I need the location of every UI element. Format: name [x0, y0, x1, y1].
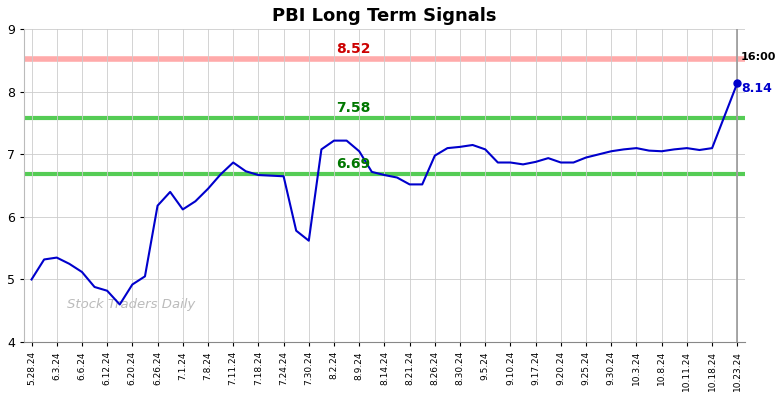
Text: Stock Traders Daily: Stock Traders Daily — [67, 298, 195, 311]
Text: 8.52: 8.52 — [336, 42, 370, 56]
Text: 8.14: 8.14 — [741, 82, 772, 95]
Title: PBI Long Term Signals: PBI Long Term Signals — [272, 7, 497, 25]
Text: 6.69: 6.69 — [336, 157, 370, 171]
Text: 7.58: 7.58 — [336, 101, 370, 115]
Text: 16:00: 16:00 — [741, 53, 776, 62]
